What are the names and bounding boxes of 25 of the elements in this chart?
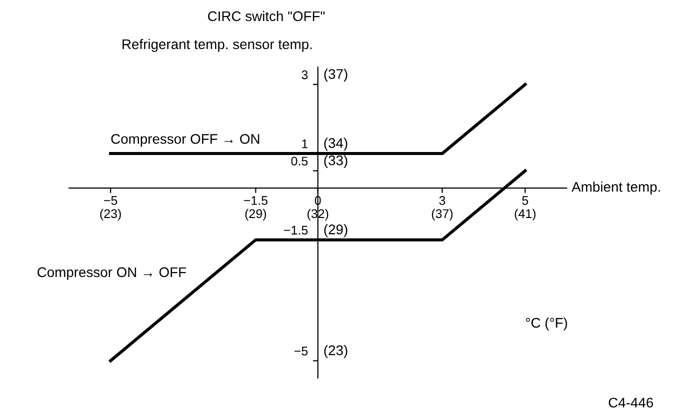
x2-tick-label: (41)	[514, 208, 536, 221]
text: C4-446	[608, 398, 654, 408]
y2-tick-label: (37)	[324, 68, 348, 82]
annotation: °C (°F)	[526, 318, 568, 330]
y-tick-label: −5	[294, 346, 308, 356]
y2-tick-label: (29)	[324, 224, 348, 238]
x-tick-label: −5	[104, 196, 118, 205]
y2-tick-label: (23)	[324, 345, 348, 358]
x-tick-label: 3	[439, 196, 446, 205]
x2-tick-label: (29)	[245, 208, 266, 221]
chart-title: CIRC switch "OFF"	[208, 10, 325, 22]
series-label: Compressor OFF → ON	[111, 134, 260, 147]
y-tick-label: 3	[302, 70, 308, 80]
x-tick-label: 5	[522, 196, 528, 205]
y-tick-label: 0.5	[291, 156, 308, 166]
y-tick-label: 1	[302, 140, 308, 148]
y-axis-title: Refrigerant temp. sensor temp.	[122, 38, 312, 52]
series-label: Compressor ON → OFF	[38, 267, 186, 280]
x-tick-label: −1.5	[244, 196, 268, 205]
y2-tick-label: (34)	[324, 138, 348, 151]
y2-tick-label: (33)	[324, 155, 348, 168]
x2-tick-label: (23)	[100, 208, 121, 221]
x2-tick-label: (37)	[432, 208, 453, 221]
y-tick-label: −1.5	[284, 226, 308, 235]
x-axis-title: Ambient temp.	[572, 182, 660, 195]
